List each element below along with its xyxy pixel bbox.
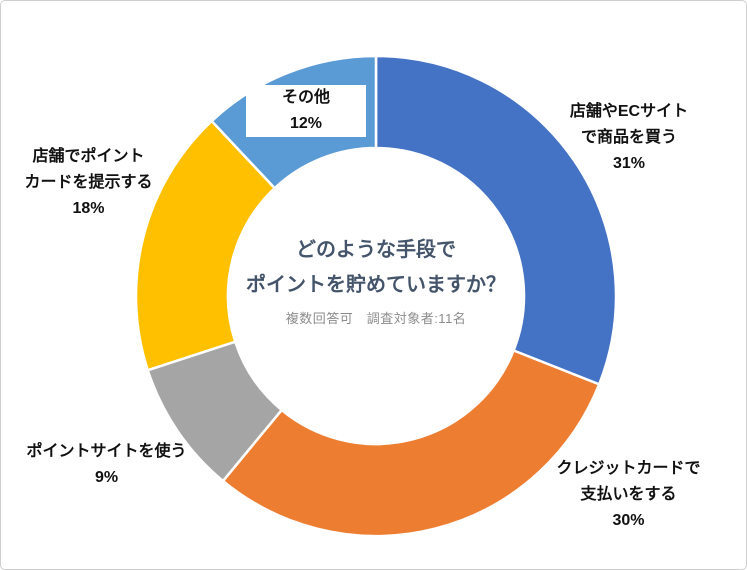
segment-label-line: 支払いをする xyxy=(580,485,677,503)
segment-label-line: クレジットカードで xyxy=(556,460,701,477)
segment-percent: 31% xyxy=(612,154,646,172)
segment-label-line: カードを提示する xyxy=(24,173,153,191)
segment-label-credit-card: クレジットカードで 支払いをする 30% xyxy=(516,456,741,534)
segment-label-line: ポイントサイトを使う xyxy=(26,443,187,460)
chart-center-text: どのような手段で ポイントを貯めていますか？ 複数回答可 調査対象者:11名 xyxy=(223,233,529,327)
segment-label-line: 店舗でポイント xyxy=(32,148,145,165)
pie-segment-0[interactable] xyxy=(374,54,618,386)
segment-label-other: その他 12% xyxy=(246,85,366,137)
segment-label-line: その他 xyxy=(281,89,330,106)
segment-label-line: 店舗やECサイト xyxy=(569,103,689,120)
segment-percent: 30% xyxy=(612,511,645,529)
chart-subtitle: 複数回答可 調査対象者:11名 xyxy=(285,311,467,326)
chart-title-line: ポイントを貯めていますか？ xyxy=(246,274,506,296)
segment-percent: 18% xyxy=(72,199,105,217)
segment-label-point-site: ポイントサイトを使う 9% xyxy=(4,439,209,491)
chart-title-line: どのような手段で xyxy=(296,239,456,261)
pie-segment-3[interactable] xyxy=(134,119,276,372)
segment-label-point-card: 店舗でポイント カードを提示する 18% xyxy=(1,144,176,222)
segment-percent: 12% xyxy=(289,114,323,132)
segment-label-store-ec: 店舗やECサイト で商品を買う 31% xyxy=(529,99,729,177)
pie-segment-1[interactable] xyxy=(221,349,601,538)
segment-label-line: で商品を買う xyxy=(580,128,677,146)
segment-percent: 9% xyxy=(94,468,119,486)
